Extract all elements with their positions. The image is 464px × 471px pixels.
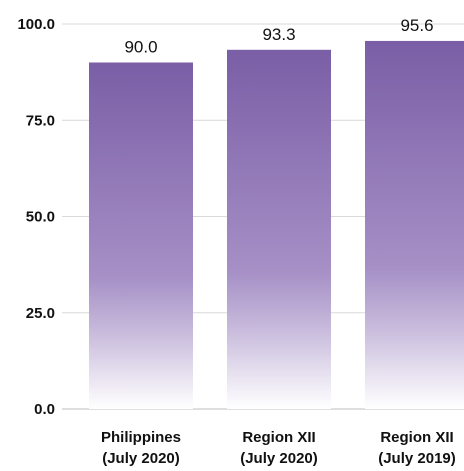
bar [365, 40, 464, 409]
x-category-label: (July 2019) [378, 450, 456, 466]
x-category-label: Region XII [380, 429, 453, 446]
data-labels: 90.0 93.3 95.6 [124, 16, 433, 57]
bars [89, 40, 464, 410]
x-category-label: Philippines [101, 429, 181, 446]
bar [227, 49, 331, 410]
y-tick-label: 75.0 [26, 112, 55, 129]
bar [89, 62, 193, 409]
y-tick-label: 25.0 [26, 305, 55, 322]
x-category-label: Region XII [242, 429, 315, 446]
y-tick-label: 100.0 [17, 16, 55, 33]
y-tick-label: 50.0 [26, 209, 55, 226]
bar-value-label: 93.3 [262, 25, 295, 44]
x-category-label: (July 2020) [102, 450, 180, 466]
x-axis-category-labels: Philippines (July 2020) Region XII (July 20… [101, 429, 456, 467]
y-axis-tick-labels: 0.0 25.0 50.0 75.0 100.0 [17, 16, 55, 418]
x-category-label: (July 2020) [240, 450, 318, 466]
bar-value-label: 95.6 [400, 16, 433, 35]
y-tick-label: 0.0 [34, 401, 55, 418]
bar-value-label: 90.0 [124, 38, 157, 57]
